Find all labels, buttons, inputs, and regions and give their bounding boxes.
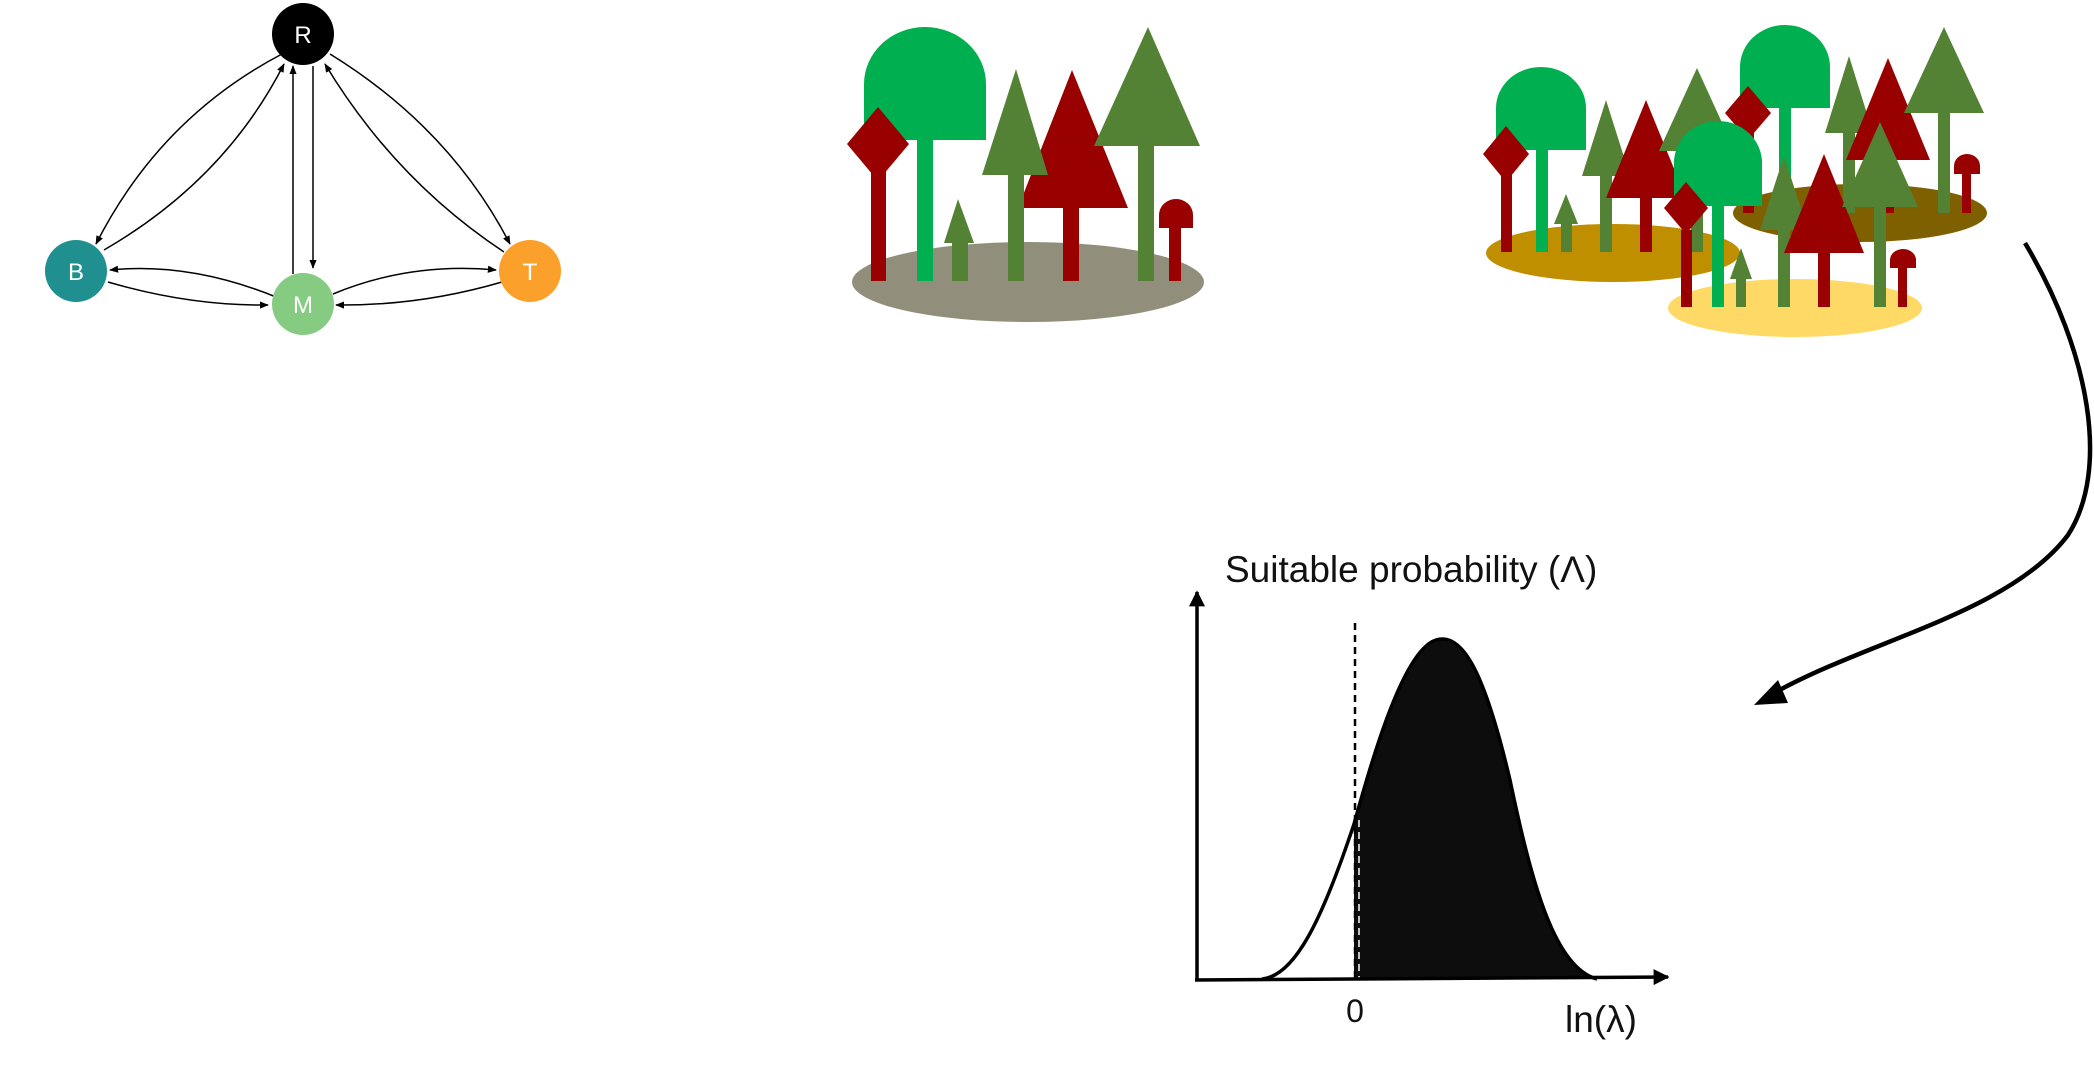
meta-tree-olive-5 bbox=[1904, 27, 1984, 213]
edge-B-R bbox=[103, 63, 285, 251]
network-node-B: B bbox=[45, 240, 107, 302]
density-curve bbox=[1261, 637, 1598, 981]
network-node-R: R bbox=[272, 3, 334, 65]
x-axis-label: ln(λ) bbox=[1565, 999, 1637, 1040]
metacommunity bbox=[1483, 25, 1987, 337]
shaded-area bbox=[1354, 638, 1597, 979]
tree-triangle-olive-medium bbox=[982, 69, 1048, 281]
tree-triangle-olive-small bbox=[944, 199, 974, 281]
network-edges bbox=[95, 53, 511, 309]
meta-tree-red-1 bbox=[1606, 100, 1686, 252]
plot-title: Suitable probability (Λ) bbox=[1225, 549, 1597, 590]
edge-B-M bbox=[107, 281, 269, 309]
meta-tree-round-3 bbox=[1674, 121, 1762, 307]
node-label-M: M bbox=[293, 292, 313, 319]
interaction-network: R B M T bbox=[45, 3, 561, 335]
meta-tree-round-1 bbox=[1496, 67, 1586, 252]
edge-T-R bbox=[324, 63, 505, 253]
edge-M-B bbox=[109, 265, 277, 298]
flow-arrow bbox=[1754, 241, 2093, 705]
tree-triangle-olive-tall bbox=[1094, 27, 1200, 281]
probability-plot: Suitable probability (Λ) 0 ln(λ) bbox=[1189, 549, 1670, 1040]
meta-tree-olive-8 bbox=[1842, 122, 1918, 307]
meta-tree-red-3 bbox=[1784, 154, 1864, 307]
meta-plant-diamond-3 bbox=[1664, 182, 1708, 307]
meta-plant-mushroom-1 bbox=[1954, 154, 1980, 213]
plant-diamond bbox=[847, 107, 909, 281]
node-label-T: T bbox=[523, 259, 538, 286]
network-node-M: M bbox=[272, 273, 334, 335]
edge-T-M bbox=[335, 281, 503, 309]
x-axis bbox=[1194, 969, 1670, 986]
edge-M-T bbox=[332, 265, 497, 295]
node-label-B: B bbox=[68, 259, 84, 286]
habitat-patch-light-yellow bbox=[1668, 279, 1922, 337]
meta-plant-diamond-1 bbox=[1483, 126, 1529, 252]
x-tick-zero: 0 bbox=[1346, 993, 1364, 1029]
edge-R-B bbox=[95, 53, 283, 245]
tree-round-large bbox=[864, 27, 986, 281]
meta-tree-olive-6 bbox=[1730, 248, 1752, 307]
edge-R-T bbox=[329, 53, 511, 245]
habitat-patch-gold bbox=[1486, 224, 1740, 282]
plant-mushroom bbox=[1159, 199, 1193, 281]
network-node-T: T bbox=[499, 240, 561, 302]
single-patch-community bbox=[847, 27, 1204, 322]
meta-tree-olive-1 bbox=[1554, 194, 1578, 252]
meta-plant-mushroom-2 bbox=[1890, 249, 1916, 307]
habitat-patch-gray bbox=[852, 242, 1204, 322]
node-label-R: R bbox=[294, 22, 311, 49]
